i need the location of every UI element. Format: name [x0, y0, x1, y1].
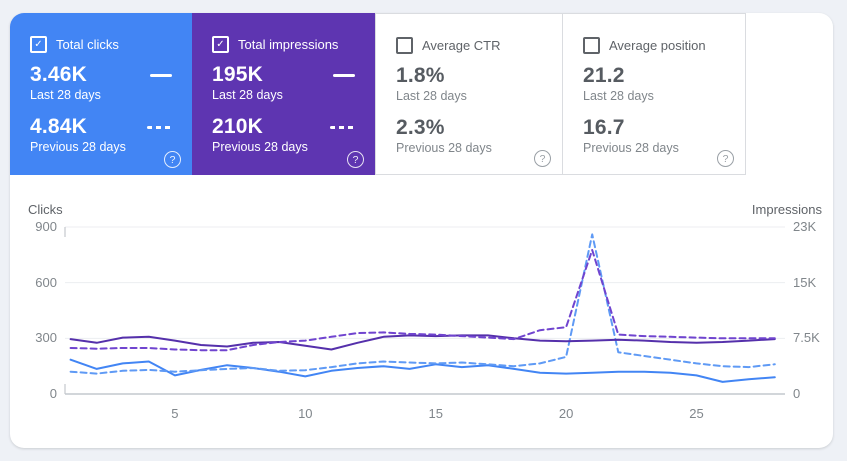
value-row-prev: 4.84K [30, 115, 180, 139]
checkbox-checked-icon[interactable]: ✓ [30, 36, 47, 53]
right-axis-title: Impressions [751, 202, 822, 217]
value-row-prev: 16.7 [583, 116, 733, 140]
value-row-last: 1.8% [396, 64, 550, 88]
metric-value-prev: 2.3% [396, 116, 445, 139]
x-axis-tick-label: 15 [428, 406, 443, 421]
value-row-last: 21.2 [583, 64, 733, 88]
y-axis-tick-label-right: 23K [793, 219, 817, 234]
y-axis-tick-label-right: 7.5K [793, 330, 820, 346]
metric-value-last: 21.2 [583, 64, 625, 87]
left-axis-title: Clicks [28, 202, 63, 217]
checkbox-unchecked-icon[interactable] [396, 37, 413, 54]
metric-value-last: 3.46K [30, 63, 88, 86]
x-axis-tick-label: 10 [298, 406, 313, 421]
y-axis-tick-label: 600 [35, 274, 57, 290]
performance-panel: ✓ Total clicks 3.46K Last 28 days 4.84K … [10, 13, 833, 448]
y-axis-tick-label-right: 15K [793, 274, 817, 290]
metric-value-prev: 4.84K [30, 115, 88, 138]
card-average-ctr[interactable]: Average CTR 1.8% Last 28 days 2.3% Previ… [375, 13, 563, 175]
period-prev: Previous 28 days [30, 140, 126, 154]
chart-plot-area[interactable] [65, 227, 785, 394]
period-prev: Previous 28 days [212, 140, 308, 154]
metric-value-prev: 210K [212, 115, 264, 138]
help-icon[interactable]: ? [717, 150, 734, 167]
y-axis-tick-label: 0 [49, 386, 57, 401]
checkbox-checked-icon[interactable]: ✓ [212, 36, 229, 53]
period-last: Last 28 days [212, 88, 283, 102]
help-icon[interactable]: ? [164, 151, 181, 168]
period-last: Last 28 days [583, 89, 654, 103]
card-total-clicks[interactable]: ✓ Total clicks 3.46K Last 28 days 4.84K … [10, 13, 192, 175]
x-axis-tick-label: 25 [689, 406, 704, 421]
metric-value-last: 1.8% [396, 64, 445, 87]
value-row-prev: 210K [212, 115, 363, 139]
card-label-row: ✓ Total impressions [212, 36, 363, 53]
period-prev: Previous 28 days [583, 141, 679, 155]
y-axis-tick-label-right: 0 [793, 386, 801, 401]
y-axis-tick-label: 900 [35, 219, 57, 234]
solid-line-icon [333, 73, 355, 77]
y-axis-tick-label: 300 [35, 330, 57, 346]
help-icon[interactable]: ? [534, 150, 551, 167]
metric-cards-row: ✓ Total clicks 3.46K Last 28 days 4.84K … [10, 13, 833, 175]
card-label-row: ✓ Total clicks [30, 36, 180, 53]
value-row-last: 195K [212, 63, 363, 87]
x-axis-tick-label: 20 [558, 406, 574, 421]
card-label: Average CTR [422, 38, 501, 53]
card-label: Average position [609, 38, 706, 53]
solid-line-icon [150, 73, 172, 77]
card-label: Total clicks [56, 37, 119, 52]
value-row-prev: 2.3% [396, 116, 550, 140]
card-average-position[interactable]: Average position 21.2 Last 28 days 16.7 … [563, 13, 746, 175]
x-axis-tick-label: 5 [171, 406, 179, 421]
card-label: Total impressions [238, 37, 339, 52]
card-total-impressions[interactable]: ✓ Total impressions 195K Last 28 days 21… [192, 13, 375, 175]
card-label-row: Average CTR [396, 37, 550, 54]
card-label-row: Average position [583, 37, 733, 54]
period-last: Last 28 days [30, 88, 101, 102]
value-row-last: 3.46K [30, 63, 180, 87]
help-icon[interactable]: ? [347, 151, 364, 168]
metric-value-last: 195K [212, 63, 264, 86]
period-last: Last 28 days [396, 89, 467, 103]
dashed-line-icon [330, 125, 355, 129]
period-prev: Previous 28 days [396, 141, 492, 155]
checkbox-unchecked-icon[interactable] [583, 37, 600, 54]
performance-chart: Clicks Impressions 900 23K 600 15K 300 7.5K 0 0… [10, 175, 833, 448]
dashed-line-icon [147, 125, 172, 129]
metric-value-prev: 16.7 [583, 116, 625, 139]
